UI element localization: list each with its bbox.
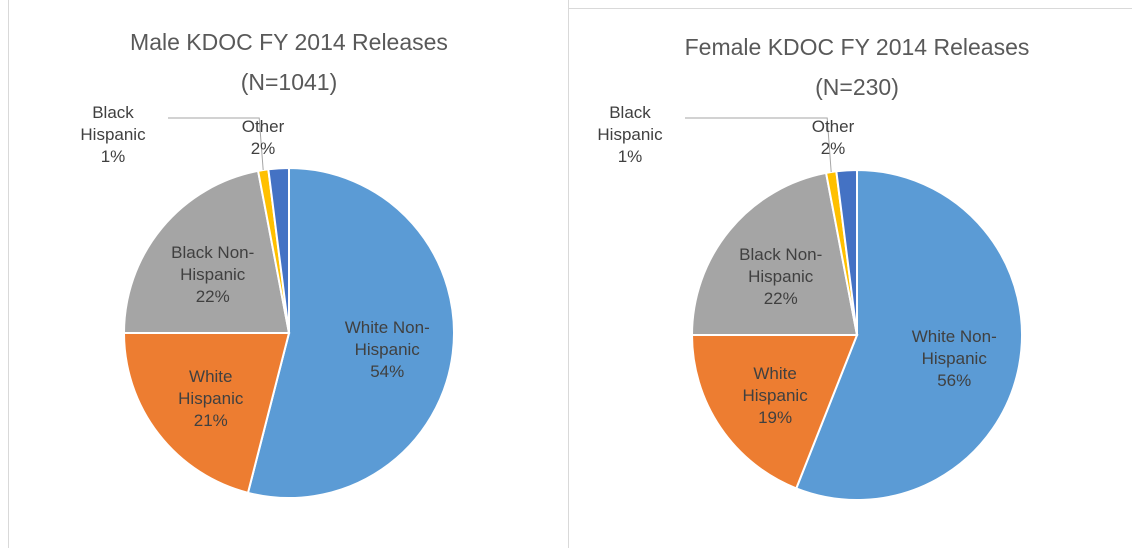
leader-line (168, 117, 264, 171)
data-label: Other 2% (773, 93, 893, 183)
pie-slice (267, 166, 290, 334)
pie-slice (122, 332, 291, 495)
label-text: White Non-Hispanic (344, 318, 430, 360)
pie-slice (794, 168, 1023, 501)
pie-slice (690, 171, 859, 336)
pie-slice (835, 168, 858, 336)
label-text: 21% (193, 410, 228, 430)
chart-subtitle: (N=1041) (241, 69, 338, 95)
pie-slice (246, 166, 455, 499)
label-text: 22% (763, 288, 798, 308)
data-label: Other 2% (773, 93, 893, 183)
data-label: Black Hispanic 1% (570, 90, 690, 180)
chart-subtitle: (N=230) (815, 74, 899, 100)
label-text: 19% (758, 407, 793, 427)
label-text: White Non-Hispanic (911, 326, 997, 368)
label-text: Black Non-Hispanic (739, 244, 823, 286)
label-text: Black Hispanic (597, 103, 663, 144)
label-text: Black Non-Hispanic (171, 242, 255, 284)
data-label: Other 2% (203, 93, 323, 183)
label-box: Other 2% (220, 116, 306, 160)
chart-title: Male KDOC FY 2014 Releases (130, 29, 448, 55)
label-box: Other 2% (790, 116, 876, 160)
label-box: Black Hispanic 1% (587, 102, 673, 168)
pie-slice (690, 334, 859, 490)
label-text: 2% (250, 139, 276, 158)
data-label: Black Hispanic 1% (570, 90, 690, 180)
label-text: White Hispanic (178, 366, 244, 408)
label-text: 2% (820, 139, 846, 158)
chart-title: Female KDOC FY 2014 Releases (685, 34, 1030, 60)
label-text: 54% (370, 362, 405, 382)
label-box: Black Hispanic 1% (70, 102, 156, 168)
data-label: Black Hispanic 1% (53, 90, 173, 180)
label-box: White Non-Hispanic 56% (911, 326, 997, 392)
label-text: Other (811, 117, 855, 136)
label-box: White Hispanic 19% (732, 363, 818, 429)
label-text: 22% (195, 286, 230, 306)
label-text: 1% (617, 147, 643, 166)
label-box: Black Non-Hispanic 22% (170, 242, 256, 308)
label-text: 1% (100, 147, 126, 166)
label-box: Black Non-Hispanic 22% (738, 244, 824, 310)
label-box: White Non-Hispanic 54% (344, 317, 430, 383)
label-text: Other (241, 117, 285, 136)
leader-line (685, 117, 832, 173)
label-text: Black Hispanic (80, 103, 146, 144)
label-box: White Hispanic 21% (168, 366, 254, 432)
label-text: 56% (937, 370, 972, 390)
data-label: Black Hispanic 1% (53, 90, 173, 180)
pie-slice (122, 169, 291, 334)
data-label: Other 2% (203, 93, 323, 183)
label-text: White Hispanic (742, 363, 808, 405)
